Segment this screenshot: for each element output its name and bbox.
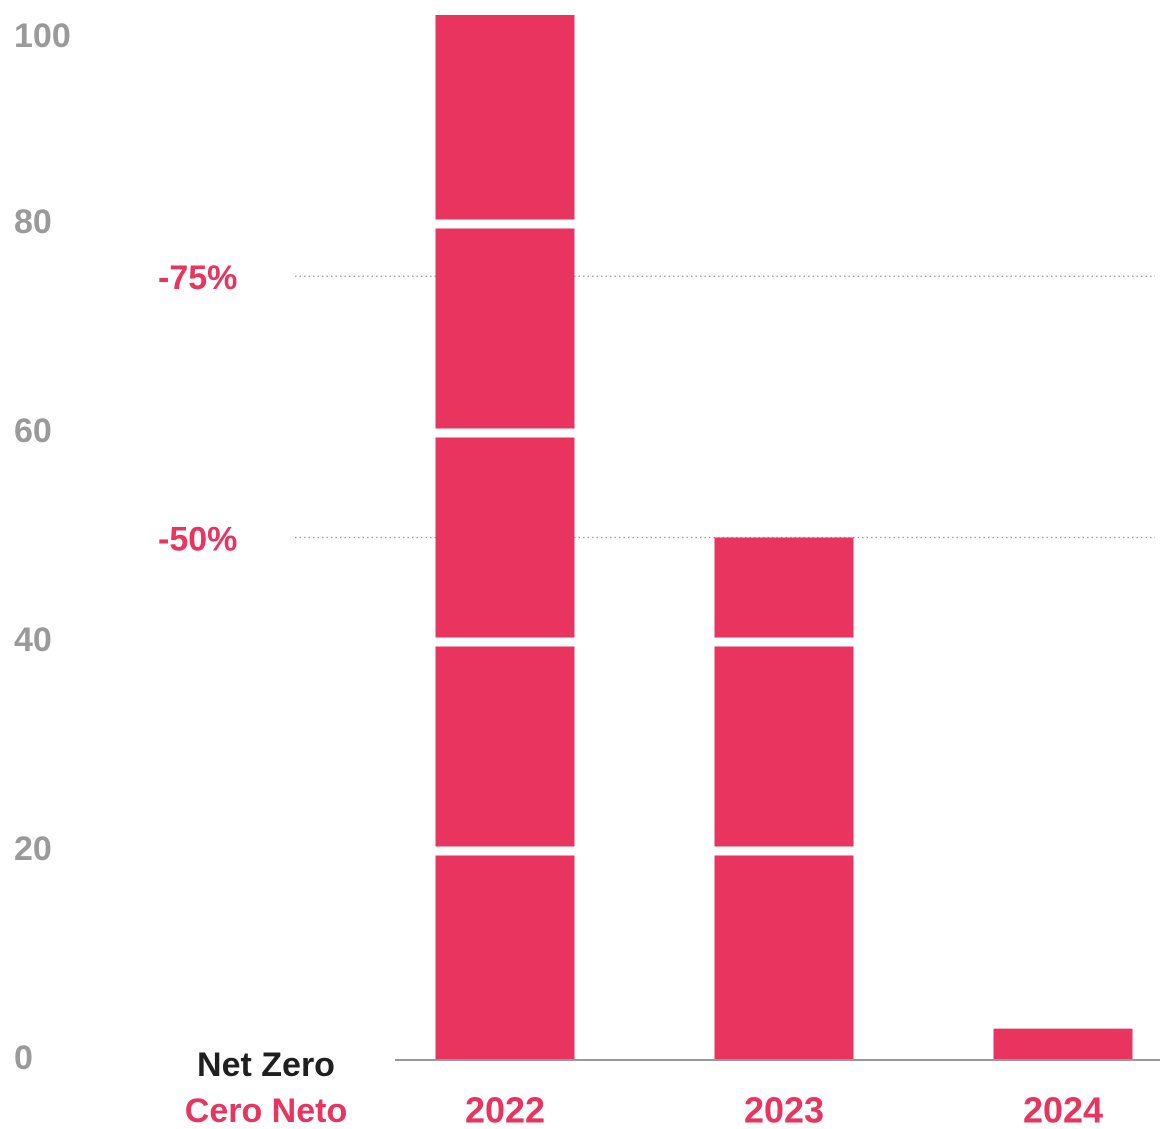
x-tick-label: 2022 (465, 1090, 545, 1129)
y-tick-label: 40 (14, 621, 52, 659)
reference-label: -75% (158, 259, 237, 297)
bar (993, 1028, 1133, 1060)
y-tick-label: 60 (14, 412, 52, 450)
x-tick-label: 2024 (1023, 1090, 1103, 1129)
baseline-label: Cero Neto (185, 1092, 347, 1129)
baseline-label: Net Zero (197, 1046, 335, 1084)
y-tick-label: 0 (14, 1039, 33, 1077)
x-tick-label: 2023 (744, 1090, 824, 1129)
bar (714, 537, 854, 1060)
y-tick-label: 20 (14, 830, 52, 868)
reference-label: -50% (158, 520, 237, 558)
y-tick-label: 80 (14, 203, 52, 241)
bar (435, 15, 575, 1060)
y-tick-label: 100 (14, 17, 71, 55)
